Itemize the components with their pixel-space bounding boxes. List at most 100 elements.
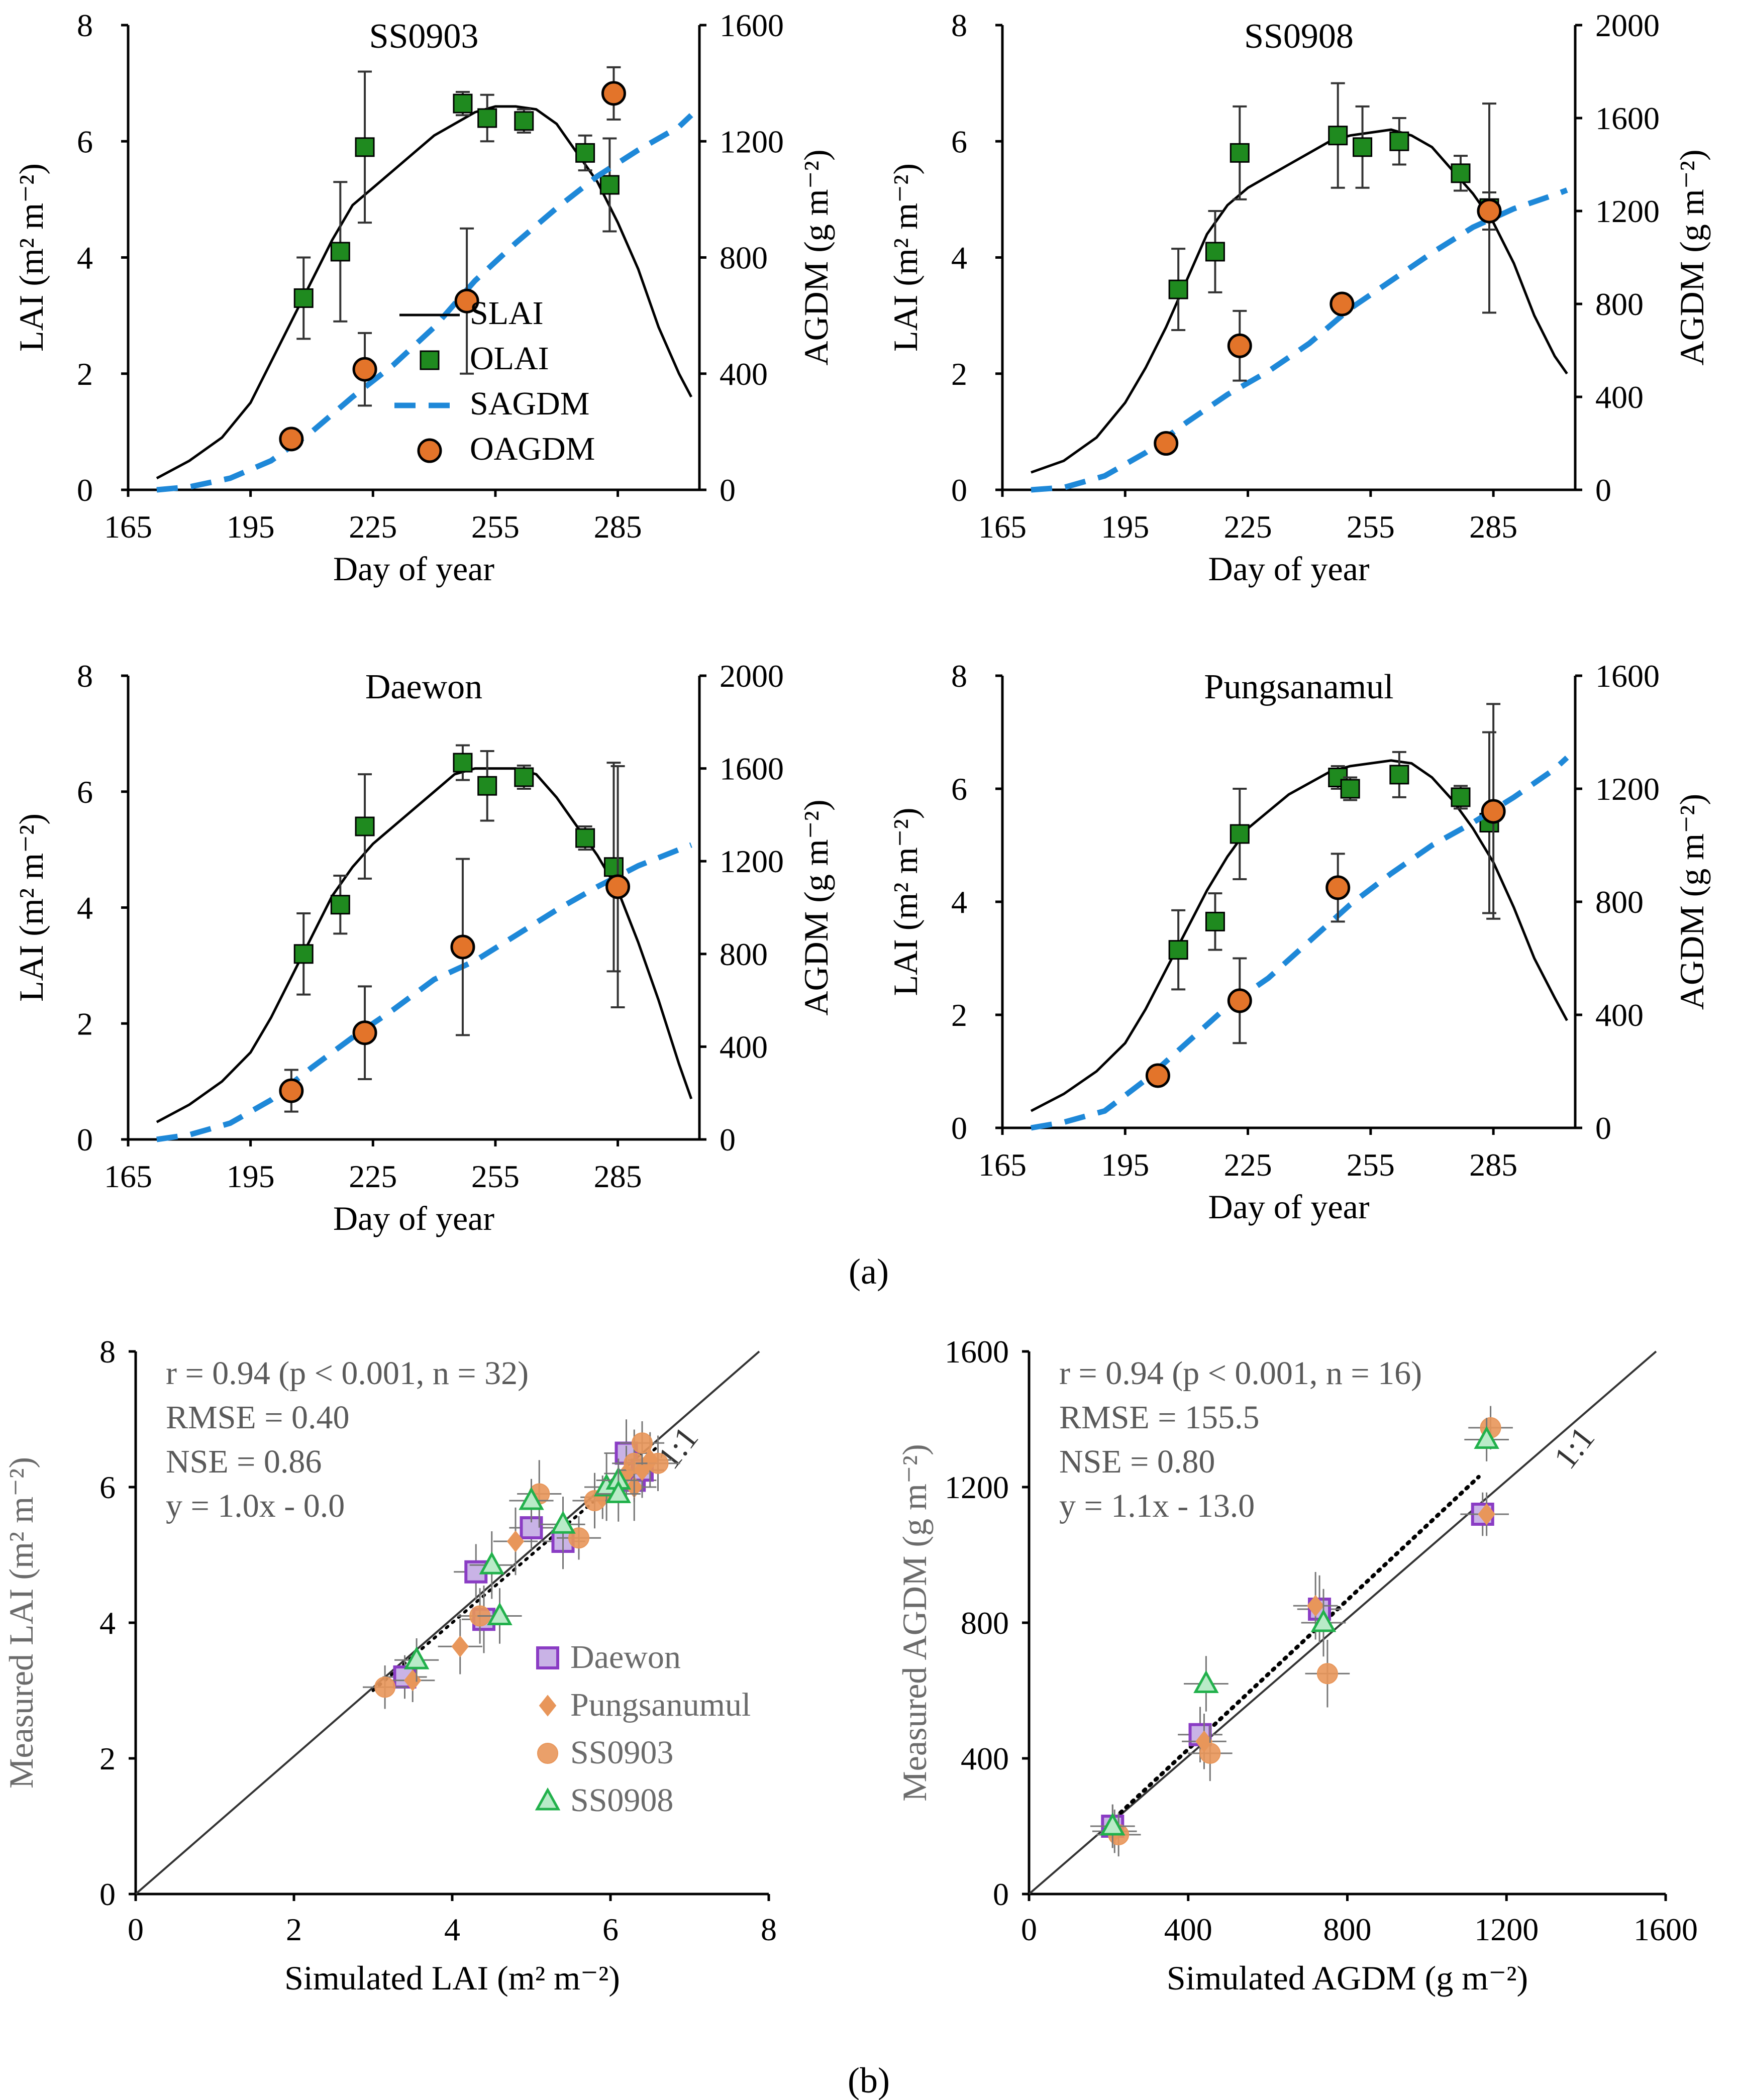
series-slai: [156, 767, 693, 1123]
y-axis-title: LAI (m² m⁻²): [12, 163, 50, 352]
x-tick-label: 400: [1164, 1912, 1212, 1947]
x-tick-label: 255: [1347, 1147, 1395, 1183]
series-sagdm: [1031, 187, 1568, 493]
oagdm-point: [1227, 333, 1252, 358]
olai-point: [453, 93, 473, 114]
olai-point: [514, 767, 534, 787]
y-tick-label: 6: [951, 124, 967, 159]
oagdm-point: [1154, 431, 1179, 456]
y-tick-label: 6: [77, 124, 93, 159]
y2-tick-label: 400: [720, 356, 768, 392]
pungsanumul-point: [451, 1635, 469, 1657]
y2-axis-title: AGDM (g m⁻²): [1673, 149, 1711, 365]
y2-tick-label: 1600: [1595, 100, 1660, 136]
y-tick-label: 8: [77, 658, 93, 694]
y-tick-label: 6: [77, 774, 93, 810]
x-tick-label: 6: [602, 1912, 619, 1947]
ss0903-point: [632, 1432, 653, 1454]
olai-point: [1389, 131, 1409, 151]
y-tick-label: 4: [77, 890, 93, 926]
x-tick-label: 285: [594, 1159, 642, 1194]
olai-point: [453, 753, 473, 773]
y-tick-label: 2: [77, 1006, 93, 1041]
oagdm-point: [1330, 291, 1355, 317]
x-tick-label: 225: [349, 509, 397, 545]
y-tick-label: 0: [77, 472, 93, 508]
stats-annotation: NSE = 0.86: [166, 1443, 322, 1480]
x-tick-label: 165: [978, 1147, 1027, 1183]
y-tick-label: 0: [993, 1876, 1009, 1912]
olai-point: [1205, 911, 1225, 931]
olai-point: [514, 111, 534, 131]
oagdm-point: [1481, 799, 1506, 824]
stats-annotation: r = 0.94 (p < 0.001, n = 16): [1059, 1355, 1422, 1392]
section-a-label: (a): [849, 1251, 889, 1292]
y2-axis-title: AGDM (g m⁻²): [797, 149, 835, 365]
olai-point: [355, 137, 375, 157]
olai-point: [1328, 126, 1348, 146]
legend-label: Pungsanumul: [570, 1687, 751, 1723]
olai-point: [575, 143, 595, 163]
ss0908-point: [487, 1602, 513, 1625]
legend-label: SS0903: [570, 1734, 673, 1771]
ss0903-point: [1316, 1663, 1338, 1685]
scatter-panel-2: 0 400 800 1200 1600 0 400 800 1200 1600 1:1 r = 0.9…: [895, 1334, 1698, 1997]
x-tick-label: 165: [978, 509, 1027, 545]
y-tick-label: 2: [99, 1741, 116, 1776]
y-tick-label: 4: [99, 1605, 116, 1641]
legend-swatch: [535, 1787, 561, 1811]
y-axis-title: LAI (m² m⁻²): [886, 163, 925, 352]
oagdm-point: [352, 357, 377, 382]
ss0908-point: [1193, 1670, 1219, 1693]
olai-point: [355, 816, 375, 836]
ss0908-point: [1474, 1426, 1499, 1449]
x-axis-title: Simulated AGDM (g m⁻²): [1167, 1959, 1528, 1997]
olai-point: [1168, 279, 1188, 299]
x-tick-label: 195: [227, 509, 275, 545]
y-tick-label: 2: [951, 997, 967, 1033]
oagdm-point: [1145, 1063, 1170, 1088]
olai-point: [1230, 824, 1250, 844]
y2-tick-label: 1200: [720, 124, 784, 159]
olai-point: [330, 895, 350, 915]
regression-line: [1106, 1475, 1481, 1826]
y-tick-label: 8: [99, 1334, 116, 1370]
x-tick-label: 255: [1347, 509, 1395, 545]
y2-tick-label: 2000: [720, 658, 784, 694]
y-tick-label: 0: [951, 472, 967, 508]
legend: SLAI OLAI SAGDM OAGDM: [394, 295, 595, 467]
oagdm-point: [279, 1078, 304, 1103]
y-axis-title: Measured LAI (m² m⁻²): [2, 1457, 40, 1789]
y-tick-label: 0: [951, 1110, 967, 1146]
pungsanumul-point: [1306, 1595, 1324, 1617]
y-tick-label: 4: [951, 240, 967, 276]
y2-tick-label: 400: [1595, 997, 1644, 1033]
ts-panel-3: 165 195 225 255 285 0 2 4 6 8 0 400 800 1200 1600 2000 D…: [12, 658, 835, 1237]
legend-swatch: [536, 1646, 559, 1669]
series-sagdm: [156, 842, 692, 1142]
ss0903-point: [647, 1452, 669, 1474]
oagdm-point: [1325, 875, 1351, 900]
series-slai: [156, 105, 693, 480]
legend-label: SS0908: [570, 1782, 673, 1819]
one-to-one-label: 1:1: [1547, 1420, 1602, 1476]
y2-tick-label: 800: [1595, 884, 1644, 920]
ss0908-point: [550, 1511, 576, 1534]
stats-annotation: y = 1.1x - 13.0: [1059, 1488, 1255, 1524]
series-sagdm: [1031, 756, 1569, 1131]
legend-label: OAGDM: [470, 431, 595, 467]
x-tick-label: 800: [1323, 1912, 1372, 1947]
olai-point: [599, 175, 620, 195]
oagdm-point: [450, 934, 475, 960]
legend-label: Daewon: [570, 1639, 681, 1675]
y-axis-title: LAI (m² m⁻²): [886, 807, 925, 996]
oagdm-point: [1477, 198, 1502, 224]
y2-tick-label: 1600: [1595, 658, 1660, 694]
y2-tick-label: 0: [1595, 472, 1611, 508]
x-tick-label: 0: [1021, 1912, 1037, 1947]
olai-point: [1230, 143, 1250, 163]
olai-point: [293, 944, 314, 964]
olai-point: [1353, 137, 1373, 157]
oagdm-point: [454, 288, 479, 313]
